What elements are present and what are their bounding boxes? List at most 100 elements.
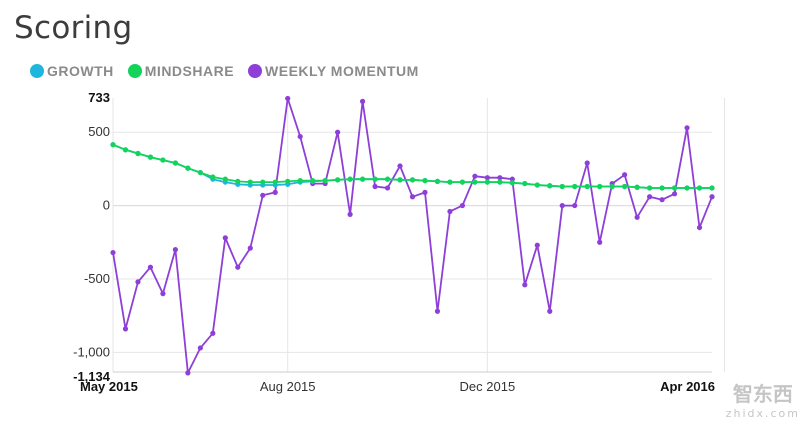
weekly-momentum-point bbox=[597, 239, 603, 245]
weekly-momentum-point bbox=[522, 282, 528, 288]
weekly-momentum-color-dot bbox=[248, 64, 263, 78]
mindshare-point bbox=[609, 183, 615, 190]
weekly-momentum-point bbox=[434, 308, 441, 314]
mindshare-point bbox=[434, 178, 441, 184]
weekly-momentum-point bbox=[147, 264, 154, 270]
mindshare-point bbox=[547, 183, 553, 189]
mindshare-point bbox=[147, 154, 154, 160]
mindshare-point bbox=[597, 183, 603, 190]
mindshare-point bbox=[472, 179, 478, 185]
mindshare-point bbox=[384, 176, 391, 182]
mindshare-point bbox=[647, 185, 653, 191]
watermark: 智东西 zhidx.com bbox=[726, 378, 800, 420]
weekly-momentum-point bbox=[197, 345, 203, 351]
mindshare-point bbox=[272, 179, 278, 185]
mindshare-point bbox=[260, 179, 266, 185]
mindshare-point bbox=[335, 177, 341, 183]
y-tick-label: -1,000 bbox=[73, 344, 110, 359]
x-tick-label: May 2015 bbox=[80, 379, 138, 394]
weekly-momentum-point bbox=[172, 247, 178, 253]
mindshare-point bbox=[684, 185, 690, 191]
weekly-momentum-point bbox=[534, 242, 540, 248]
y-tick-label: 733 bbox=[88, 90, 110, 105]
mindshare-point bbox=[310, 178, 316, 184]
weekly-momentum-point bbox=[559, 202, 565, 209]
weekly-momentum-point bbox=[659, 197, 665, 203]
weekly-momentum-series-line bbox=[112, 97, 713, 374]
weekly-momentum-point bbox=[422, 189, 428, 195]
mindshare-point bbox=[247, 179, 253, 185]
growth-color-dot bbox=[30, 64, 44, 78]
mindshare-point bbox=[696, 185, 703, 191]
weekly-momentum-point bbox=[335, 129, 341, 135]
legend: GROWTH MINDSHARE WEEKLY MOMENTUM bbox=[30, 63, 419, 79]
weekly-momentum-point bbox=[285, 95, 291, 102]
legend-item-growth[interactable]: GROWTH bbox=[30, 63, 114, 79]
mindshare-point bbox=[172, 160, 178, 166]
weekly-momentum-point bbox=[110, 249, 116, 256]
x-tick-label: Apr 2016 bbox=[660, 379, 715, 394]
mindshare-point bbox=[160, 157, 166, 163]
mindshare-point bbox=[447, 179, 453, 185]
legend-item-mindshare[interactable]: MINDSHARE bbox=[127, 63, 234, 79]
mindshare-point bbox=[659, 185, 665, 191]
mindshare-point bbox=[397, 177, 403, 183]
watermark-logo-text: 智东西 bbox=[732, 382, 793, 406]
mindshare-point bbox=[671, 185, 678, 191]
mindshare-point bbox=[197, 169, 203, 176]
weekly-momentum-point bbox=[447, 208, 453, 215]
y-tick-label: 0 bbox=[103, 198, 110, 213]
mindshare-point bbox=[347, 176, 353, 182]
weekly-momentum-point bbox=[459, 202, 466, 209]
weekly-momentum-point bbox=[497, 175, 503, 181]
watermark-url: zhidx.com bbox=[725, 407, 800, 420]
mindshare-point bbox=[497, 179, 503, 185]
mindshare-point bbox=[509, 180, 515, 186]
legend-item-weekly-momentum[interactable]: WEEKLY MOMENTUM bbox=[248, 63, 419, 79]
mindshare-point bbox=[185, 165, 191, 171]
weekly-momentum-point bbox=[409, 194, 416, 200]
mindshare-point bbox=[622, 183, 628, 190]
weekly-momentum-point bbox=[671, 191, 678, 197]
weekly-momentum-point bbox=[347, 211, 353, 217]
mindshare-point bbox=[522, 180, 528, 187]
weekly-momentum-point bbox=[247, 245, 253, 251]
mindshare-point bbox=[285, 178, 291, 184]
legend-label-growth: GROWTH bbox=[47, 63, 114, 79]
weekly-momentum-point bbox=[584, 160, 590, 166]
mindshare-point bbox=[572, 183, 578, 190]
y-tick-label: -1,134 bbox=[73, 369, 111, 384]
weekly-momentum-point bbox=[235, 264, 241, 270]
weekly-momentum-point bbox=[185, 370, 191, 376]
weekly-momentum-point bbox=[547, 308, 553, 314]
weekly-momentum-point bbox=[210, 330, 216, 336]
weekly-momentum-point bbox=[222, 235, 228, 241]
mindshare-point bbox=[359, 176, 366, 182]
weekly-momentum-point bbox=[622, 172, 628, 178]
weekly-momentum-point bbox=[122, 326, 129, 332]
mindshare-point bbox=[322, 178, 328, 184]
weekly-momentum-point bbox=[160, 291, 166, 297]
mindshare-point bbox=[584, 183, 590, 190]
mindshare-color-dot bbox=[127, 64, 142, 78]
mindshare-point bbox=[372, 176, 378, 182]
mindshare-point bbox=[534, 182, 540, 188]
weekly-momentum-point bbox=[647, 194, 653, 200]
weekly-momentum-point bbox=[372, 183, 378, 190]
weekly-momentum-point bbox=[272, 189, 278, 195]
weekly-momentum-point bbox=[135, 279, 141, 285]
weekly-momentum-point bbox=[384, 185, 391, 191]
mindshare-point bbox=[709, 185, 715, 191]
mindshare-point bbox=[422, 178, 428, 184]
mindshare-point bbox=[484, 179, 490, 185]
weekly-momentum-point bbox=[472, 173, 478, 179]
weekly-momentum-point bbox=[484, 175, 490, 181]
weekly-momentum-point bbox=[634, 214, 640, 220]
mindshare-point bbox=[459, 179, 466, 185]
mindshare-point bbox=[297, 178, 303, 184]
mindshare-point bbox=[135, 150, 141, 157]
mindshare-point bbox=[409, 177, 416, 183]
x-tick-label: Aug 2015 bbox=[260, 379, 316, 394]
legend-label-weekly-momentum: WEEKLY MOMENTUM bbox=[265, 63, 419, 79]
